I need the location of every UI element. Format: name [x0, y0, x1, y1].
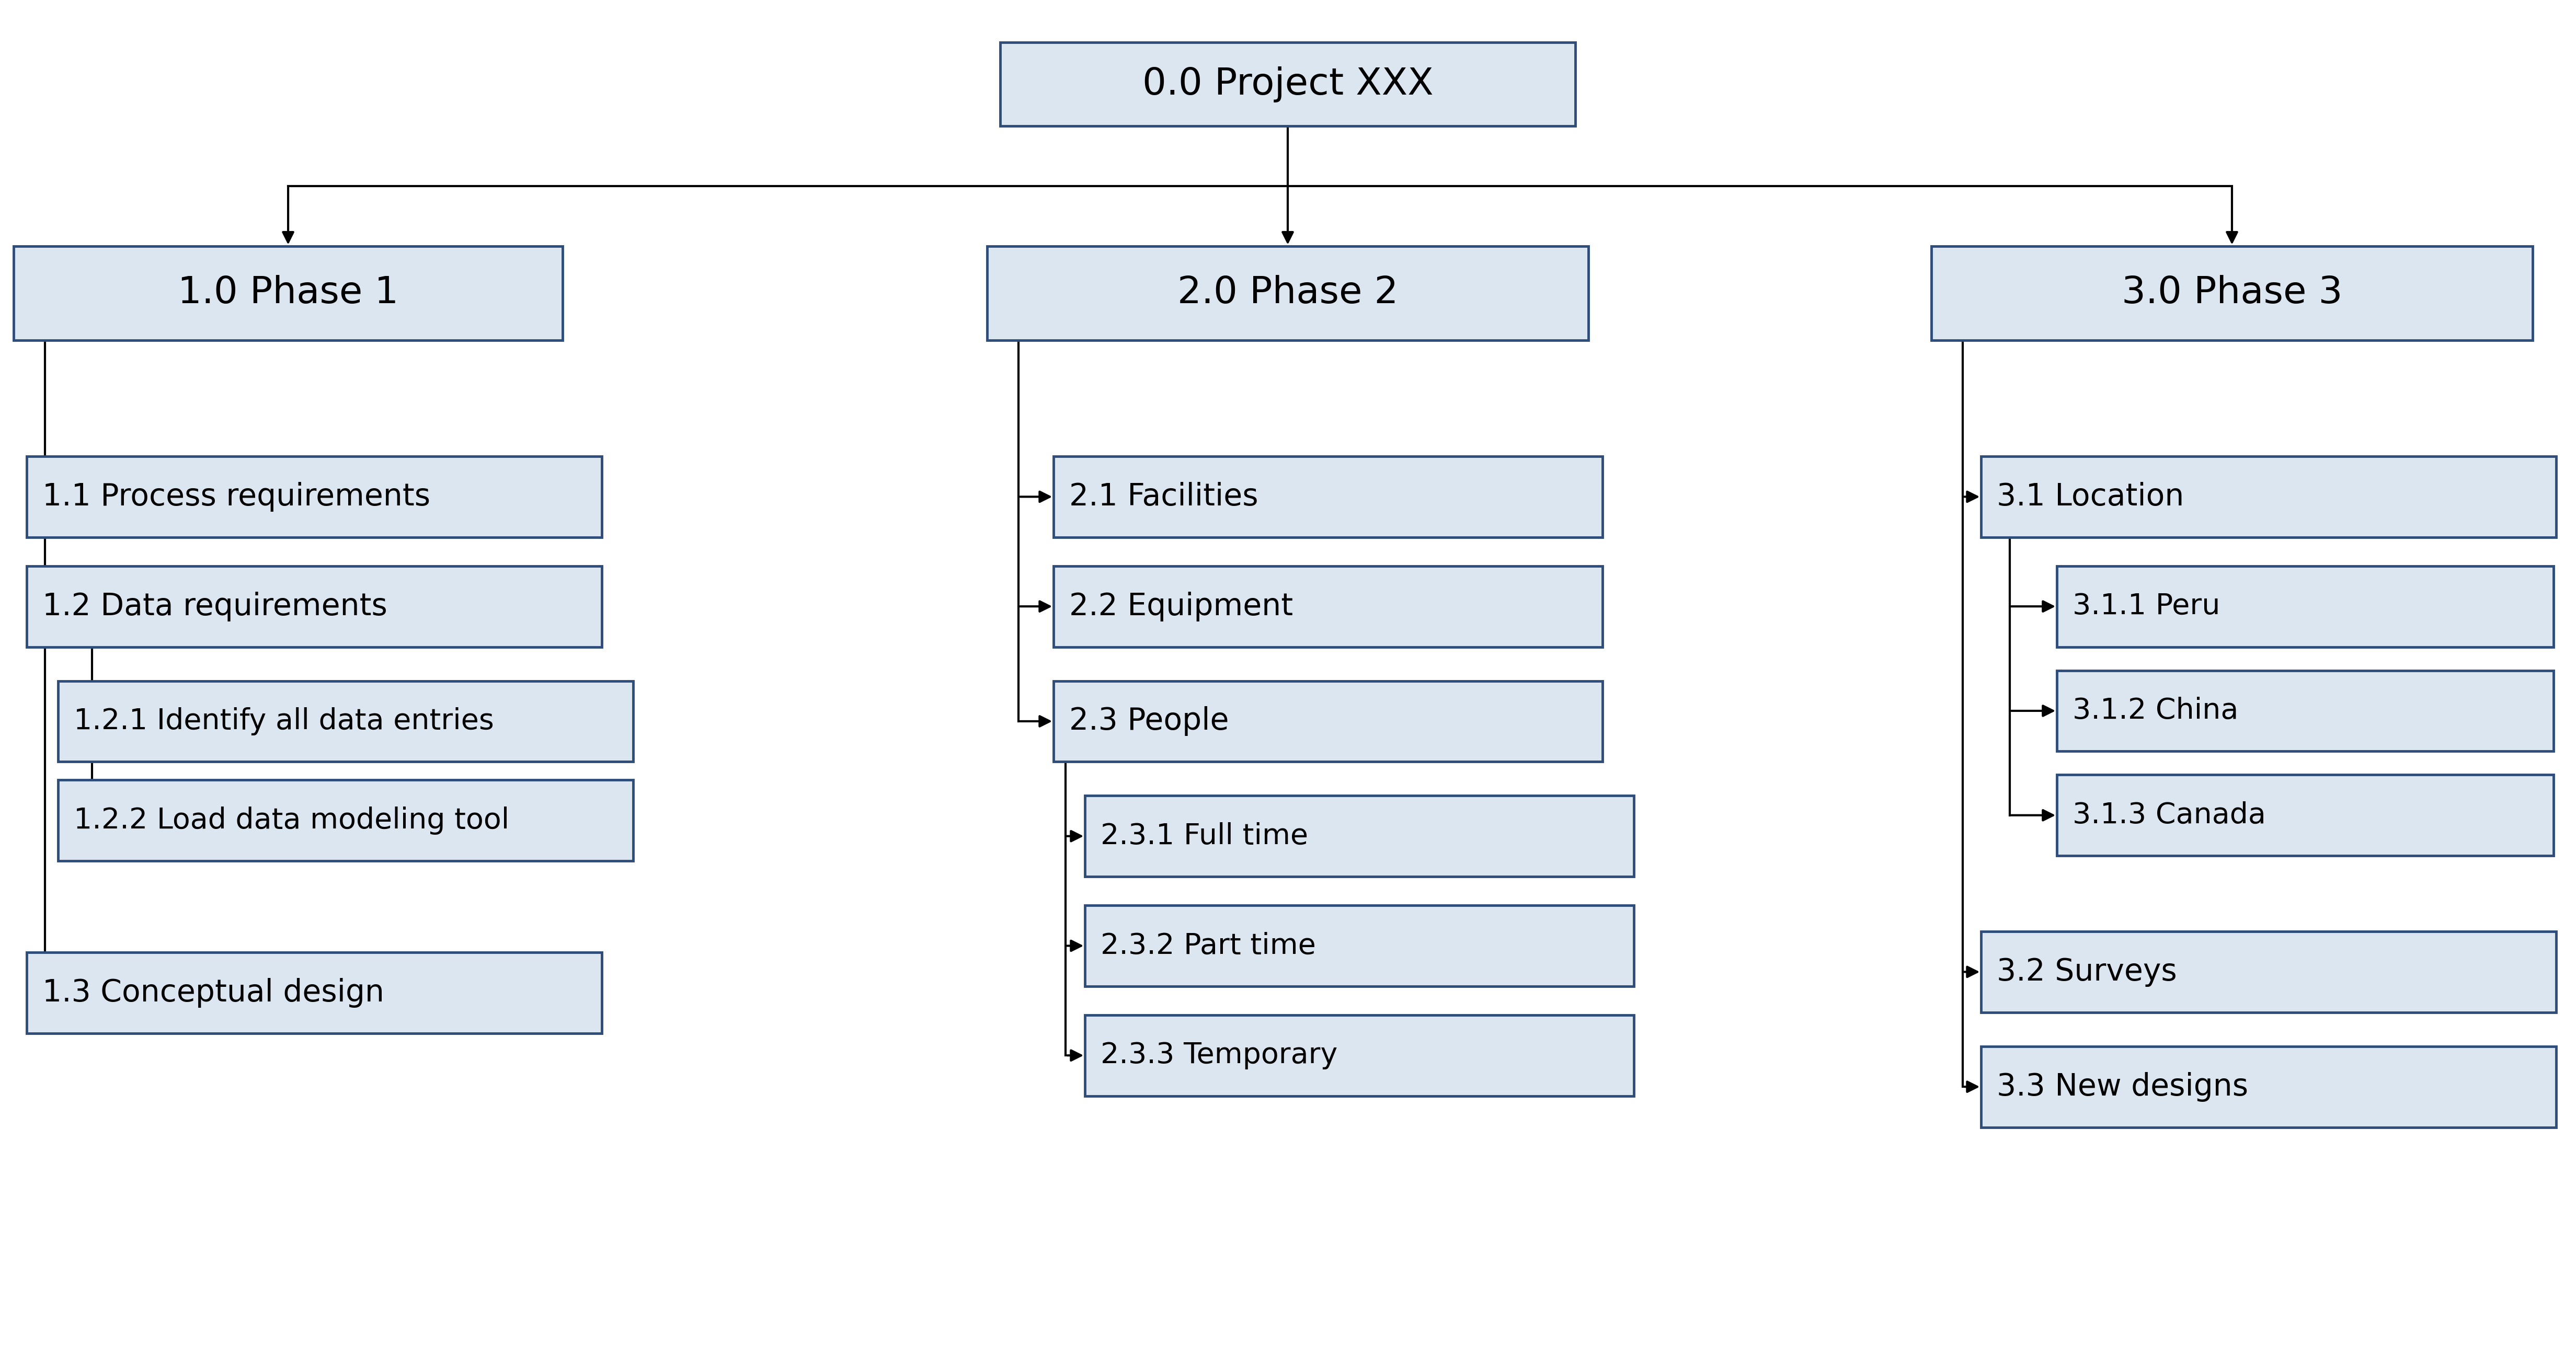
FancyBboxPatch shape — [2056, 670, 2553, 751]
Text: 3.3 New designs: 3.3 New designs — [1996, 1072, 2249, 1102]
FancyBboxPatch shape — [26, 566, 603, 647]
FancyBboxPatch shape — [1981, 1046, 2555, 1127]
Text: 3.0 Phase 3: 3.0 Phase 3 — [2123, 276, 2342, 311]
FancyBboxPatch shape — [1981, 457, 2555, 537]
Text: 1.2 Data requirements: 1.2 Data requirements — [44, 591, 386, 621]
Text: 3.1.3 Canada: 3.1.3 Canada — [2074, 801, 2267, 829]
FancyBboxPatch shape — [13, 247, 562, 340]
FancyBboxPatch shape — [1054, 457, 1602, 537]
Text: 2.0 Phase 2: 2.0 Phase 2 — [1177, 276, 1399, 311]
FancyBboxPatch shape — [1054, 566, 1602, 647]
Text: 1.0 Phase 1: 1.0 Phase 1 — [178, 276, 399, 311]
FancyBboxPatch shape — [59, 780, 634, 861]
Text: 2.1 Facilities: 2.1 Facilities — [1069, 481, 1260, 511]
FancyBboxPatch shape — [26, 457, 603, 537]
FancyBboxPatch shape — [1932, 247, 2532, 340]
Text: 1.3 Conceptual design: 1.3 Conceptual design — [44, 978, 384, 1008]
FancyBboxPatch shape — [999, 43, 1574, 126]
Text: 3.2 Surveys: 3.2 Surveys — [1996, 957, 2177, 987]
FancyBboxPatch shape — [1084, 1015, 1633, 1095]
Text: 2.2 Equipment: 2.2 Equipment — [1069, 591, 1293, 621]
Text: 2.3.3 Temporary: 2.3.3 Temporary — [1100, 1042, 1337, 1069]
FancyBboxPatch shape — [1084, 795, 1633, 876]
Text: 2.3 People: 2.3 People — [1069, 706, 1229, 736]
Text: 3.1 Location: 3.1 Location — [1996, 481, 2184, 511]
FancyBboxPatch shape — [26, 953, 603, 1034]
Text: 3.1.1 Peru: 3.1.1 Peru — [2074, 592, 2221, 621]
Text: 1.2.2 Load data modeling tool: 1.2.2 Load data modeling tool — [75, 806, 510, 835]
FancyBboxPatch shape — [2056, 775, 2553, 856]
FancyBboxPatch shape — [59, 681, 634, 762]
FancyBboxPatch shape — [1981, 931, 2555, 1012]
Text: 0.0 Project XXX: 0.0 Project XXX — [1141, 66, 1432, 103]
FancyBboxPatch shape — [1084, 905, 1633, 986]
Text: 2.3.2 Part time: 2.3.2 Part time — [1100, 932, 1316, 960]
Text: 2.3.1 Full time: 2.3.1 Full time — [1100, 823, 1309, 850]
FancyBboxPatch shape — [2056, 566, 2553, 647]
FancyBboxPatch shape — [1054, 681, 1602, 762]
Text: 1.1 Process requirements: 1.1 Process requirements — [44, 481, 430, 511]
Text: 1.2.1 Identify all data entries: 1.2.1 Identify all data entries — [75, 707, 495, 735]
Text: 3.1.2 China: 3.1.2 China — [2074, 696, 2239, 725]
FancyBboxPatch shape — [987, 247, 1589, 340]
